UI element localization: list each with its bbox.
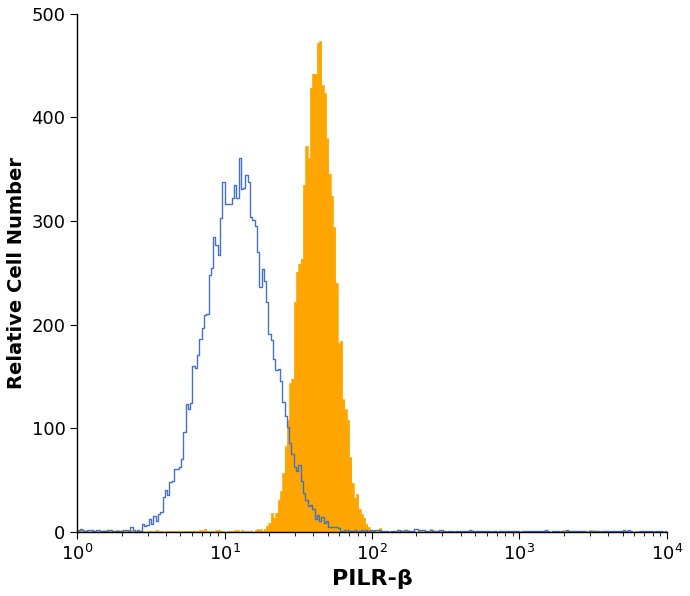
Y-axis label: Relative Cell Number: Relative Cell Number (7, 157, 26, 389)
X-axis label: PILR-β: PILR-β (332, 569, 413, 589)
